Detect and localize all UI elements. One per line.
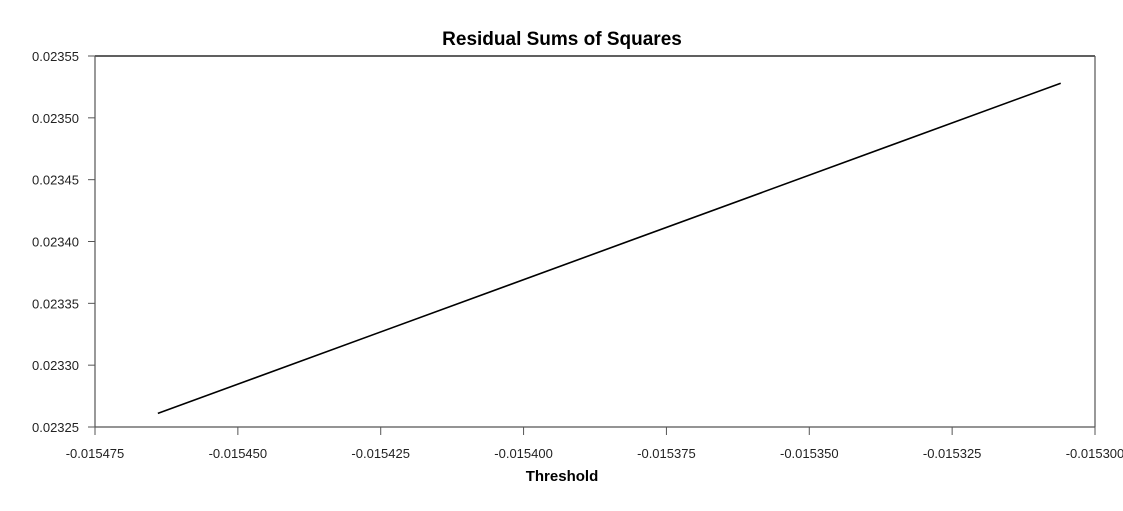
plot-frame	[94, 55, 1096, 428]
y-tick-label: 0.02345	[32, 173, 79, 188]
y-tick-label: 0.02355	[32, 49, 79, 64]
x-tick-label: -0.015375	[637, 446, 696, 461]
rss-line	[157, 82, 1061, 415]
y-tick-label: 0.02340	[32, 235, 79, 250]
y-tick-label: 0.02325	[32, 420, 79, 435]
x-tick-label: -0.015325	[923, 446, 982, 461]
chart-title: Residual Sums of Squares	[442, 29, 682, 50]
y-tick-label: 0.02335	[32, 296, 79, 311]
x-axis: -0.015475 -0.015450 -0.015425 -0.015400 -0.0…	[66, 427, 1123, 461]
y-tick-label: 0.02350	[32, 111, 79, 126]
data-series	[157, 82, 1061, 415]
y-tick-label: 0.02330	[32, 358, 79, 373]
x-tick-label: -0.015400	[494, 446, 553, 461]
x-tick-label: -0.015300	[1066, 446, 1123, 461]
x-tick-label: -0.015350	[780, 446, 839, 461]
x-axis-label: Threshold	[526, 468, 599, 485]
x-tick-label: -0.015450	[209, 446, 268, 461]
y-axis: 0.02325 0.02330 0.02335 0.02340 0.02345 0.023…	[32, 49, 95, 435]
x-tick-label: -0.015425	[351, 446, 410, 461]
x-tick-label: -0.015475	[66, 446, 125, 461]
